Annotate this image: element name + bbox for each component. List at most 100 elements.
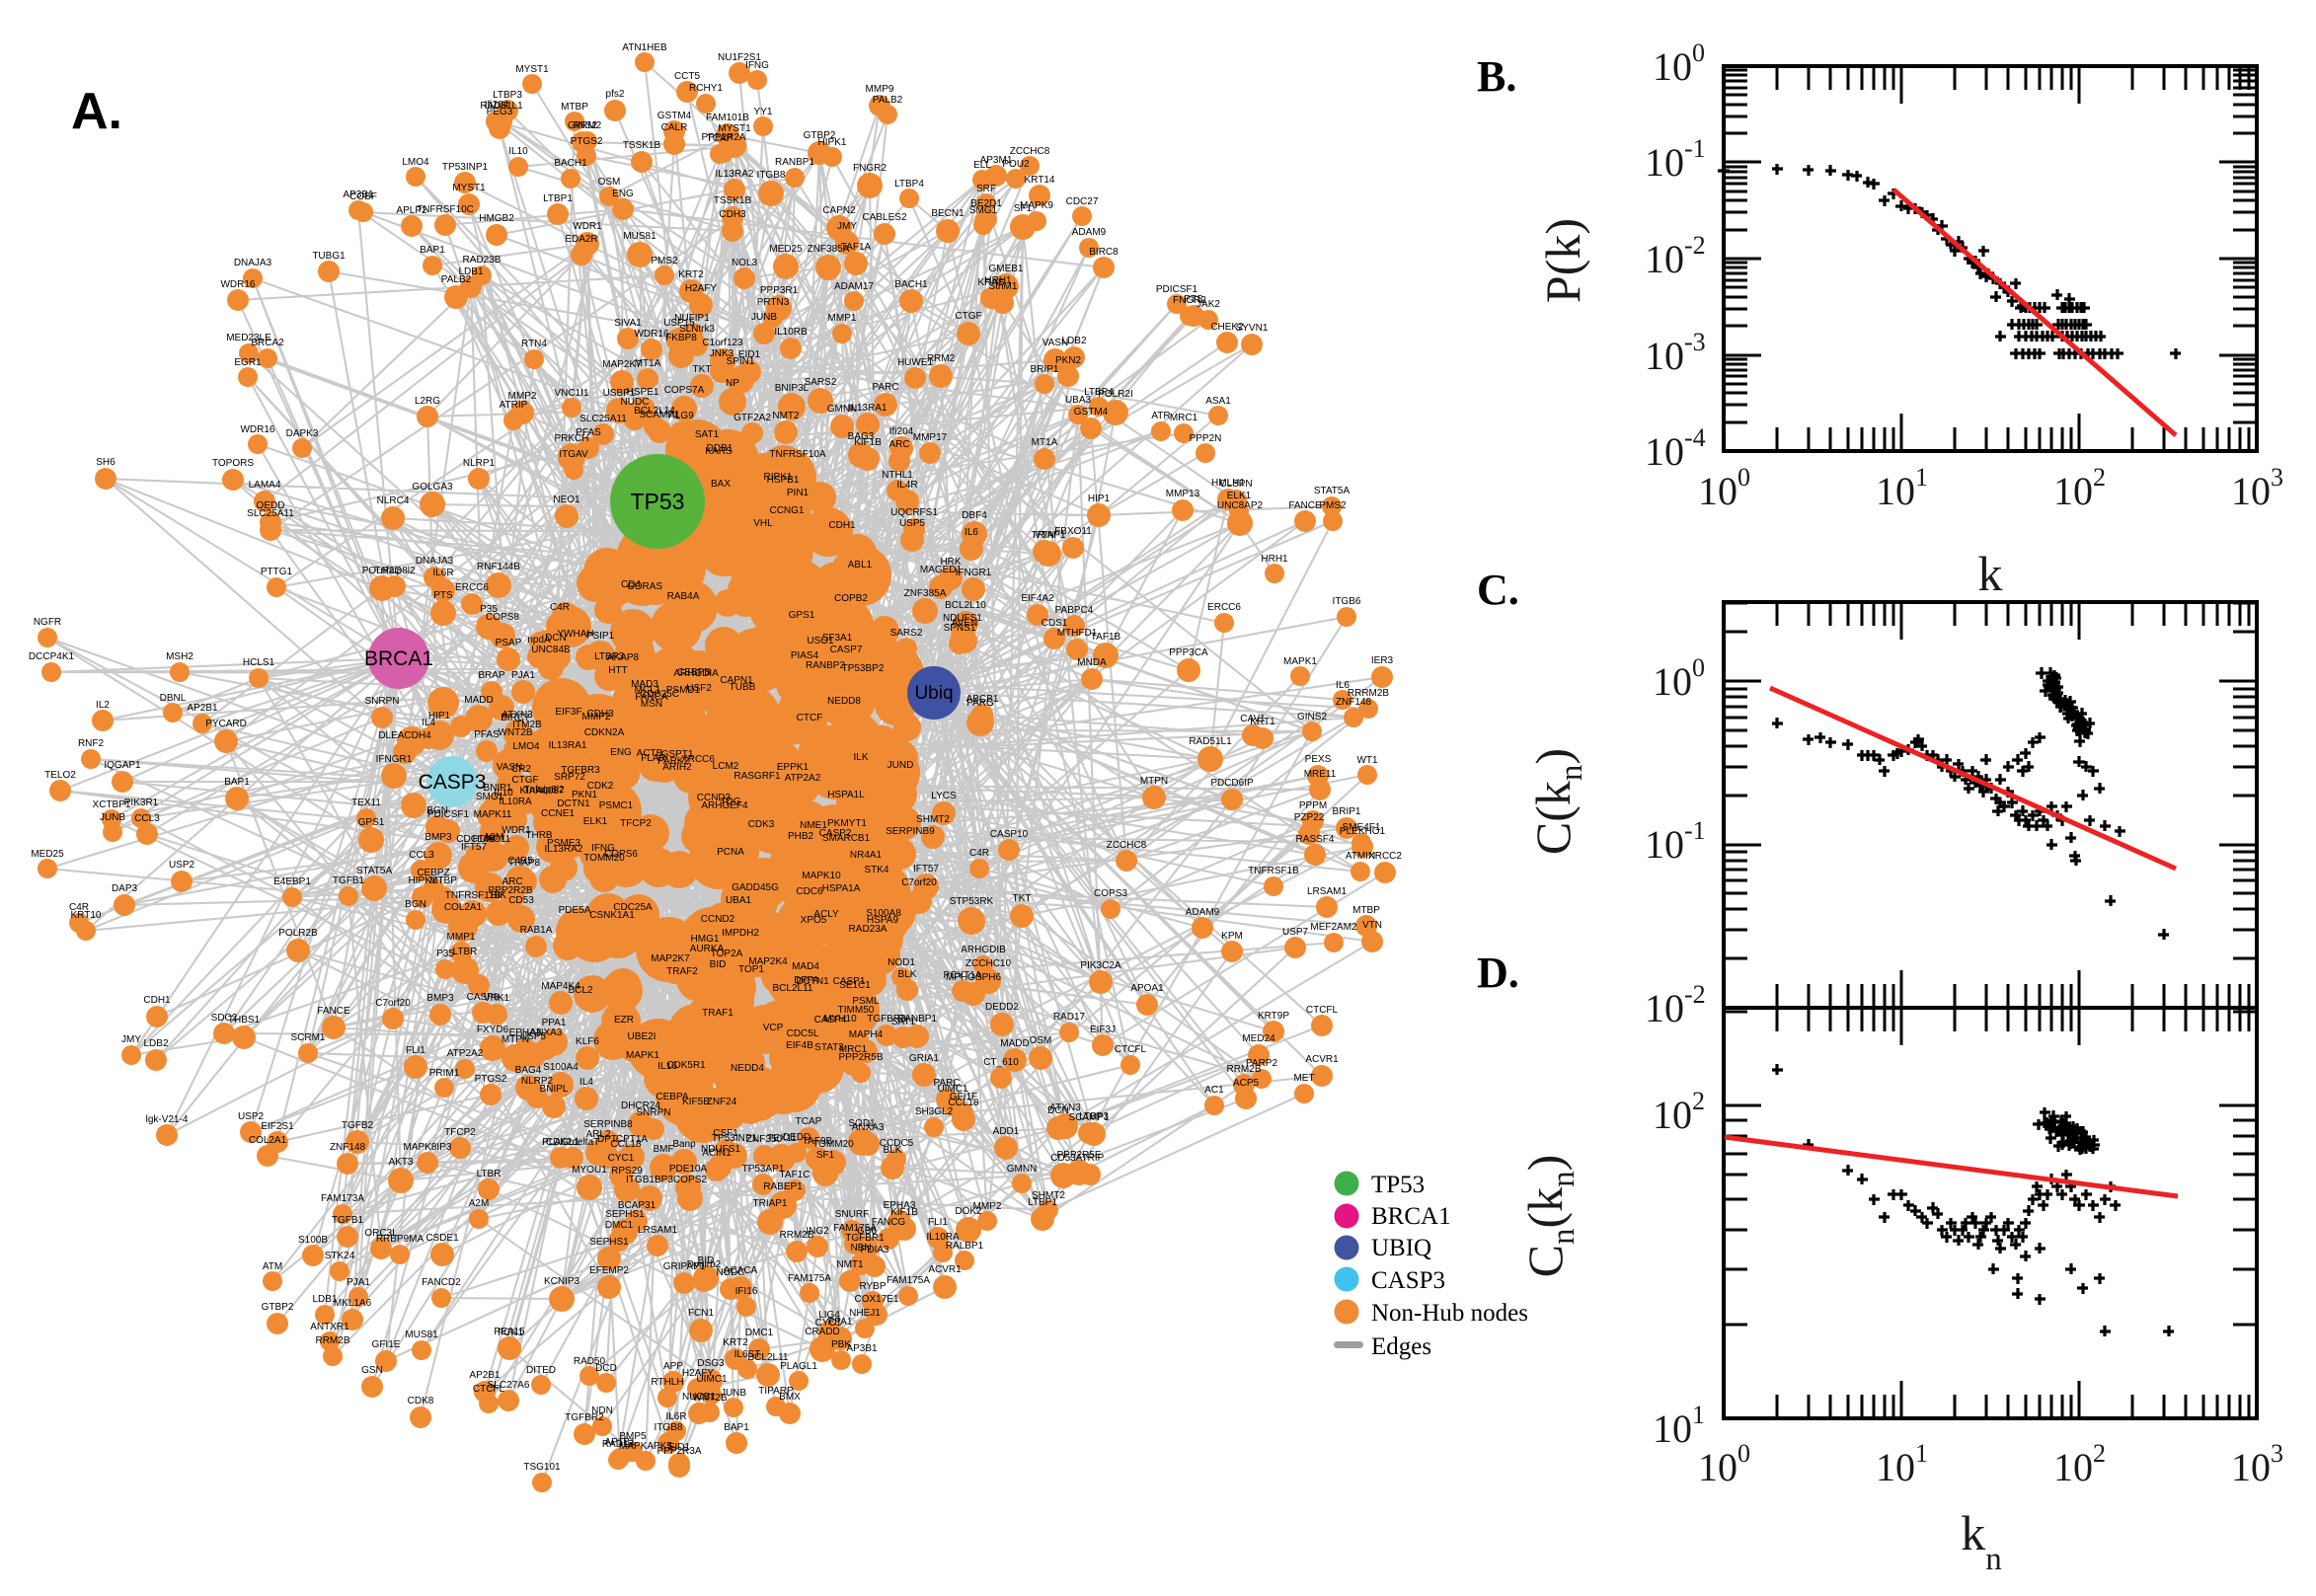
svg-text:CDH3: CDH3: [586, 709, 614, 720]
svg-text:PDICSF1: PDICSF1: [1156, 284, 1198, 295]
svg-text:KLF6: KLF6: [576, 1036, 599, 1047]
svg-text:KRT2: KRT2: [723, 1337, 748, 1348]
svg-text:NDUFS1: NDUFS1: [943, 613, 982, 624]
svg-text:CLSPN: CLSPN: [1219, 479, 1252, 490]
svg-text:BRIP1: BRIP1: [1031, 364, 1059, 375]
svg-text:SAT1: SAT1: [695, 429, 720, 440]
svg-text:ZCCHC10: ZCCHC10: [965, 958, 1012, 969]
svg-text:ITGB8: ITGB8: [655, 1422, 683, 1433]
svg-text:EFEMP2: EFEMP2: [589, 1265, 629, 1276]
svg-text:PTTG1: PTTG1: [261, 567, 293, 577]
svg-text:USP5: USP5: [520, 1031, 547, 1042]
svg-text:CASP4: CASP4: [814, 1015, 847, 1026]
svg-text:BIRC7: BIRC7: [501, 713, 530, 723]
svg-text:TIPARP: TIPARP: [758, 1386, 794, 1397]
svg-text:RAD51L1: RAD51L1: [480, 101, 523, 112]
svg-text:WDR16: WDR16: [220, 279, 255, 290]
svg-text:CASP3: CASP3: [419, 771, 487, 794]
svg-text:SHMT2: SHMT2: [1032, 1190, 1065, 1201]
svg-text:USP5: USP5: [899, 518, 926, 529]
svg-text:10-2: 10-2: [1645, 231, 1706, 281]
svg-text:DOK2: DOK2: [955, 1206, 982, 1217]
svg-text:PARC: PARC: [872, 382, 898, 393]
svg-text:GSTM4: GSTM4: [1074, 407, 1109, 418]
svg-text:MAPK1: MAPK1: [1283, 656, 1317, 667]
svg-text:PLAGL1: PLAGL1: [542, 1137, 579, 1148]
svg-text:TRAF2: TRAF2: [666, 966, 698, 977]
svg-text:GRIA1: GRIA1: [909, 1053, 939, 1064]
svg-text:PPP2N: PPP2N: [1190, 433, 1222, 444]
svg-text:BCL2L10: BCL2L10: [945, 600, 986, 611]
svg-text:MYST1: MYST1: [718, 123, 751, 134]
svg-text:PIK3C2A: PIK3C2A: [1080, 960, 1120, 971]
svg-text:IL6R: IL6R: [432, 568, 453, 578]
svg-text:CCND2: CCND2: [701, 914, 735, 925]
svg-text:EDA2R: EDA2R: [565, 234, 597, 245]
svg-text:GFI1E: GFI1E: [372, 1339, 401, 1350]
svg-text:LYCS: LYCS: [931, 791, 957, 801]
svg-text:ATRIP: ATRIP: [1076, 1153, 1105, 1164]
svg-text:Dynlrb2: Dynlrb2: [687, 1259, 722, 1270]
svg-text:PSIP1: PSIP1: [586, 631, 615, 642]
svg-text:FANCG: FANCG: [872, 1217, 906, 1228]
svg-text:CASP1: CASP1: [833, 976, 866, 987]
svg-text:NDUFS1: NDUFS1: [701, 1144, 740, 1155]
svg-text:PEA15: PEA15: [494, 1327, 525, 1337]
svg-text:Ifi204: Ifi204: [485, 100, 509, 111]
svg-text:lgk-V21-4: lgk-V21-4: [146, 1114, 189, 1125]
svg-text:PARP2: PARP2: [1246, 1058, 1277, 1069]
svg-text:STP53RK: STP53RK: [950, 896, 994, 907]
svg-text:IFNGR1: IFNGR1: [956, 568, 992, 578]
svg-text:NLRC4: NLRC4: [377, 495, 410, 506]
svg-text:TCAP: TCAP: [707, 133, 733, 144]
svg-text:CASP9: CASP9: [467, 992, 500, 1003]
svg-text:POLR2G: POLR2G: [362, 566, 403, 576]
svg-text:FLI1: FLI1: [406, 1045, 425, 1056]
svg-text:IL10: IL10: [508, 146, 528, 157]
svg-text:MMP2: MMP2: [582, 712, 611, 722]
svg-text:TGFBR3: TGFBR3: [867, 1014, 906, 1025]
svg-text:CDK2deltaT: CDK2deltaT: [546, 1137, 599, 1148]
svg-text:NU1F2S1: NU1F2S1: [718, 52, 761, 63]
svg-text:C.: C.: [1477, 566, 1519, 614]
svg-text:EPHA3: EPHA3: [509, 1027, 542, 1038]
svg-text:BGN: BGN: [426, 805, 448, 816]
svg-text:MTBP: MTBP: [561, 102, 588, 113]
svg-text:AP3M1: AP3M1: [980, 155, 1013, 166]
svg-text:TOP1: TOP1: [738, 964, 764, 975]
svg-text:EPPK1: EPPK1: [777, 762, 810, 773]
svg-text:ACVR1: ACVR1: [928, 1264, 962, 1275]
svg-text:SEPHS1: SEPHS1: [605, 1209, 645, 1220]
svg-text:CTGF: CTGF: [511, 775, 538, 786]
svg-text:XCTBP1: XCTBP1: [93, 799, 131, 810]
svg-text:HMGB2: HMGB2: [479, 213, 514, 224]
svg-text:IL10: IL10: [494, 788, 513, 798]
svg-text:MTBP: MTBP: [429, 875, 457, 886]
svg-text:P35: P35: [436, 949, 454, 959]
svg-text:STAT5A: STAT5A: [1314, 486, 1351, 496]
svg-text:JNK3: JNK3: [710, 348, 734, 359]
svg-text:BCL2L11: BCL2L11: [748, 1352, 789, 1363]
svg-text:KRT2: KRT2: [678, 269, 704, 280]
svg-text:ATXN3: ATXN3: [502, 710, 533, 721]
svg-text:ITGB1BP3: ITGB1BP3: [626, 1175, 673, 1185]
svg-text:RAD51L1: RAD51L1: [1189, 736, 1232, 747]
svg-text:ATP2A2: ATP2A2: [447, 1048, 484, 1059]
svg-text:NR4A1: NR4A1: [850, 850, 883, 861]
svg-text:MRC1: MRC1: [1170, 413, 1198, 423]
svg-text:JUNB: JUNB: [721, 1388, 746, 1399]
svg-text:ATN1HEB: ATN1HEB: [622, 42, 667, 53]
svg-text:DCN: DCN: [545, 633, 567, 644]
svg-text:USF2: USF2: [686, 683, 712, 694]
svg-text:PSME3: PSME3: [547, 838, 580, 849]
svg-text:DSG3: DSG3: [697, 1358, 725, 1369]
svg-text:UNC84B: UNC84B: [531, 645, 571, 655]
svg-text:SMG1: SMG1: [969, 205, 998, 216]
svg-text:LAMA4: LAMA4: [249, 480, 281, 491]
svg-text:JUNB: JUNB: [751, 312, 777, 323]
svg-text:101: 101: [1653, 1401, 1705, 1451]
svg-text:MYST1: MYST1: [515, 64, 549, 75]
svg-text:ANXA3: ANXA3: [530, 1027, 563, 1038]
svg-text:MEF2AM2: MEF2AM2: [1310, 922, 1357, 933]
svg-text:RANBP1: RANBP1: [775, 157, 814, 168]
